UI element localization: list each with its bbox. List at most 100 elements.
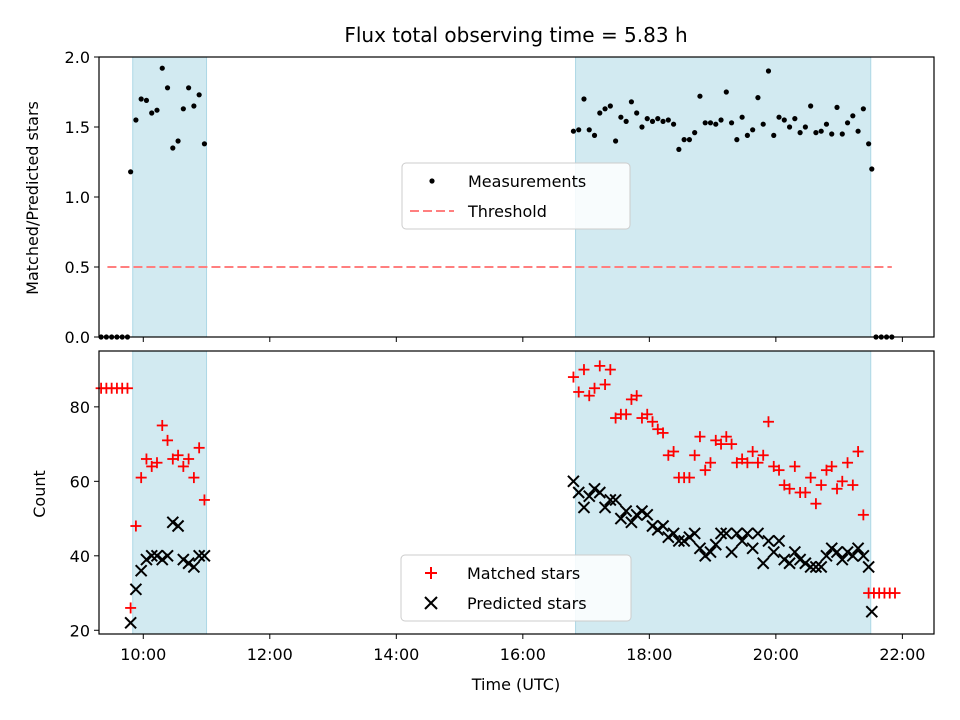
predicted-star-point <box>699 549 712 563</box>
predicted-star-point <box>846 549 860 563</box>
measurement-point <box>823 121 830 127</box>
matched-star-point <box>130 520 142 532</box>
measurement-point <box>660 118 666 124</box>
predicted-star-point <box>778 553 791 566</box>
predicted-star-point <box>161 549 174 563</box>
measurement-point <box>201 141 208 147</box>
predicted-star-point <box>145 549 158 563</box>
matched-star-point <box>752 457 764 469</box>
x-tick-label: 16:00 <box>500 645 546 664</box>
matched-star-point <box>135 472 147 484</box>
measurement-point <box>829 131 835 137</box>
measurement-point <box>744 132 750 138</box>
measurement-point <box>813 130 819 136</box>
predicted-star-point <box>756 557 770 570</box>
matched-star-point <box>647 416 659 428</box>
predicted-star-point <box>619 504 633 518</box>
measurement-point <box>755 95 761 101</box>
x-tick-label: 22:00 <box>879 645 925 664</box>
predicted-star-point <box>677 534 691 548</box>
predicted-star-point <box>704 545 717 559</box>
measurement-point <box>869 166 875 172</box>
matched-star-point <box>857 509 869 521</box>
matched-star-point <box>805 472 817 484</box>
predicted-star-point <box>809 560 823 574</box>
measurement-point <box>802 124 808 130</box>
measurement-point <box>692 130 698 136</box>
measurement-point <box>655 116 661 122</box>
matched-star-point <box>589 382 601 394</box>
matched-star-point <box>177 460 189 472</box>
predicted-star-point <box>656 519 670 533</box>
matched-star-point <box>121 382 133 394</box>
matched-star-point <box>188 472 200 484</box>
measurement-point <box>133 117 139 123</box>
measurement-point <box>639 124 645 130</box>
measurement-point <box>634 110 640 116</box>
x-tick-label: 14:00 <box>373 645 419 664</box>
measurement-point <box>728 120 735 126</box>
measurement-point <box>850 113 856 119</box>
matched-star-point <box>668 446 680 458</box>
predicted-star-point <box>588 482 601 495</box>
matched-star-point <box>889 587 901 599</box>
predicted-star-point <box>577 501 591 514</box>
matched-star-point <box>704 457 716 469</box>
predicted-star-point <box>746 542 759 555</box>
predicted-star-point <box>814 560 828 574</box>
predicted-star-point <box>725 545 738 559</box>
measurement-point <box>586 127 592 133</box>
predicted-star-point <box>662 530 675 544</box>
measurement-point <box>618 114 624 120</box>
matched-star-point <box>784 483 796 495</box>
predicted-star-point <box>651 523 664 536</box>
x-tick-label: 20:00 <box>753 645 799 664</box>
observing-window <box>132 350 208 635</box>
predicted-star-point <box>635 504 649 518</box>
matched-star-point <box>689 449 701 461</box>
matched-star-point <box>799 487 811 498</box>
matched-star-point <box>156 419 168 431</box>
matched-star-point <box>726 438 738 450</box>
measurement-point <box>702 120 708 126</box>
predicted-star-point <box>865 605 879 618</box>
measurement-point <box>786 124 793 130</box>
measurement-point <box>765 68 772 74</box>
predicted-star-point <box>156 553 169 566</box>
predicted-star-point <box>804 560 817 574</box>
count-y-tick-label: 20 <box>70 621 90 640</box>
measurement-point <box>186 85 192 91</box>
predicted-star-point <box>830 545 844 559</box>
matched-star-point <box>151 457 163 469</box>
measurement-point <box>143 97 150 103</box>
ratio-legend-box <box>401 162 631 230</box>
predicted-star-point <box>772 534 786 548</box>
predicted-star-point <box>593 486 606 499</box>
predicted-star-point <box>862 560 875 574</box>
x-tick-label: 10:00 <box>120 645 166 664</box>
matched-star-point <box>831 483 843 495</box>
predicted-star-point <box>820 549 833 563</box>
measurements-legend-marker <box>429 178 435 184</box>
count-y-ticks: 20 40 60 80 <box>70 398 99 640</box>
predicted-star-point <box>767 545 780 559</box>
ratio-y-tick-label: 1.5 <box>65 118 90 137</box>
ratio-y-tick-label: 1.0 <box>65 188 90 207</box>
predicted-star-point <box>720 527 733 540</box>
matched-stars-legend-label: Matched stars <box>467 564 580 583</box>
predicted-star-point <box>614 512 628 525</box>
chart-title: Flux total observing time = 5.83 h <box>344 23 687 47</box>
predicted-star-point <box>646 519 659 533</box>
count-legend: Matched stars Predicted stars <box>400 554 632 622</box>
predicted-star-point <box>598 501 612 514</box>
measurement-point <box>149 110 155 116</box>
measurement-point <box>576 127 582 133</box>
predicted-star-point <box>198 549 211 563</box>
matched-star-point <box>757 449 769 461</box>
measurement-point <box>834 104 840 110</box>
measurement-point <box>808 103 814 109</box>
matched-star-point <box>815 479 827 491</box>
measurement-point <box>866 141 872 147</box>
observing-window <box>132 56 208 338</box>
ratio-y-ticks: 0.0 0.5 1.0 1.5 2.0 <box>65 48 99 347</box>
